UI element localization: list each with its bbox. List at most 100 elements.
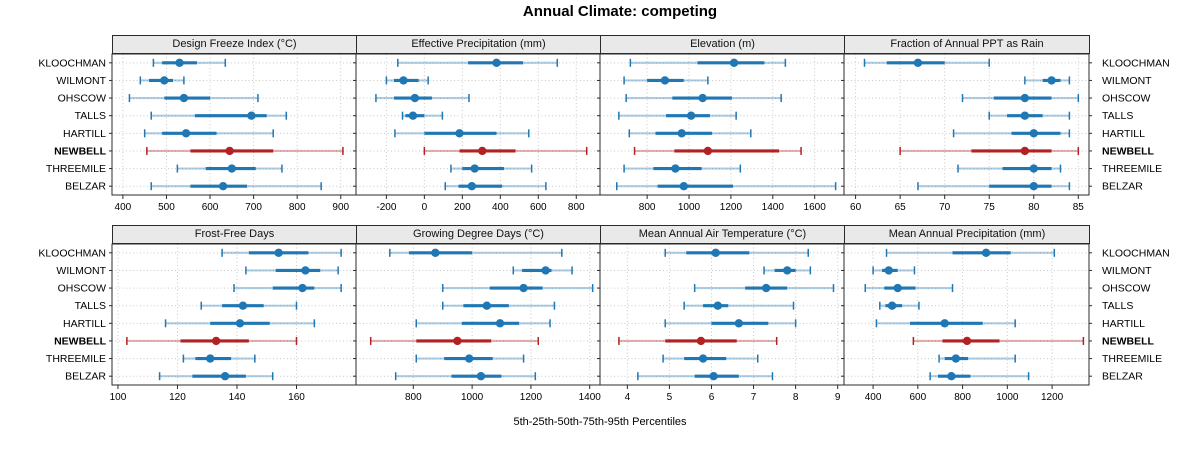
median-dot — [1029, 129, 1038, 138]
median-dot — [301, 266, 310, 275]
median-dot — [981, 248, 991, 258]
axis-tick-label: 900 — [332, 202, 349, 213]
axis-tick-label: 85 — [1073, 202, 1085, 213]
median-dot — [399, 76, 408, 85]
site-label-right: TALLS — [1102, 300, 1133, 312]
axis-tick-label: 1200 — [520, 392, 543, 403]
median-dot — [238, 301, 248, 310]
site-label-left: HARTILL — [63, 128, 106, 140]
site-label-left: NEWBELL — [54, 145, 106, 157]
median-dot — [1029, 164, 1038, 173]
median-dot — [181, 129, 191, 138]
median-dot — [677, 129, 686, 138]
median-dot — [696, 336, 706, 346]
site-label-right: KLOOCHMAN — [1102, 57, 1170, 69]
median-dot — [431, 248, 440, 258]
median-dot — [410, 93, 420, 103]
median-dot — [679, 181, 688, 191]
axis-tick-label: 800 — [405, 392, 422, 403]
median-dot — [1020, 93, 1030, 103]
axis-tick-label: -200 — [376, 202, 396, 213]
axis-tick-label: 400 — [865, 392, 882, 403]
median-dot — [298, 283, 307, 293]
site-label-right: KLOOCHMAN — [1102, 247, 1170, 259]
panel-border — [843, 243, 1090, 386]
axis-tick-label: 1000 — [996, 392, 1019, 403]
median-dot — [227, 164, 237, 173]
median-dot — [408, 111, 418, 120]
axis-tick-label: 6 — [709, 392, 715, 403]
axis-tick-label: 800 — [954, 392, 971, 403]
median-dot — [893, 283, 902, 293]
median-dot — [247, 111, 256, 120]
median-dot — [179, 93, 189, 103]
median-dot — [940, 319, 949, 328]
axis-tick-label: 700 — [245, 202, 262, 213]
site-label-left: THREEMILE — [46, 163, 106, 175]
site-label-right: WILMONT — [1102, 265, 1152, 277]
median-dot — [455, 129, 464, 138]
site-label-left: KLOOCHMAN — [38, 57, 106, 69]
median-dot — [235, 319, 245, 328]
median-dot — [1029, 181, 1038, 191]
median-dot — [476, 371, 486, 381]
site-label-right: BELZAR — [1102, 181, 1143, 193]
median-dot — [274, 248, 283, 258]
axis-tick-label: 500 — [158, 202, 175, 213]
median-dot — [709, 371, 718, 381]
panel-header-growing-degree-days: Growing Degree Days (°C) — [356, 225, 601, 244]
site-label-left: BELZAR — [65, 181, 106, 193]
site-label-left: HARTILL — [63, 318, 106, 330]
median-dot — [713, 301, 722, 310]
axis-tick-label: 80 — [1028, 202, 1040, 213]
median-dot — [211, 336, 221, 346]
median-dot — [467, 181, 477, 191]
median-dot — [220, 371, 230, 381]
axis-tick-label: 1200 — [720, 202, 743, 213]
panel-header-mean-annual-precipitation: Mean Annual Precipitation (mm) — [844, 225, 1090, 244]
axis-tick-label: 120 — [169, 392, 186, 403]
median-dot — [478, 146, 487, 156]
median-dot — [884, 266, 893, 275]
site-label-right: THREEMILE — [1102, 353, 1162, 365]
axis-tick-label: 1400 — [579, 392, 602, 403]
axis-tick-label: 600 — [202, 202, 219, 213]
axis-tick-label: 400 — [115, 202, 132, 213]
median-dot — [783, 266, 792, 275]
median-dot — [541, 266, 550, 275]
axis-tick-label: 60 — [850, 202, 862, 213]
percentile-caption: 5th-25th-50th-75th-95th Percentiles — [513, 416, 687, 428]
median-dot — [1020, 111, 1030, 120]
axis-tick-label: 1200 — [1041, 392, 1064, 403]
site-label-right: BELZAR — [1102, 371, 1143, 383]
axis-tick-label: 140 — [229, 392, 246, 403]
site-label-right: NEWBELL — [1102, 145, 1154, 157]
site-label-left: WILMONT — [56, 265, 106, 277]
median-dot — [962, 336, 972, 346]
median-dot — [160, 76, 169, 85]
axis-tick-label: 1000 — [461, 392, 484, 403]
median-dot — [913, 58, 923, 68]
median-dot — [218, 181, 228, 191]
median-dot — [205, 354, 215, 363]
median-dot — [698, 93, 707, 103]
median-dot — [175, 58, 184, 68]
site-label-right: NEWBELL — [1102, 335, 1154, 347]
median-dot — [947, 371, 956, 381]
axis-tick-label: 800 — [568, 202, 585, 213]
median-dot — [492, 58, 501, 68]
axis-tick-label: 1600 — [804, 202, 827, 213]
median-dot — [482, 301, 492, 310]
median-dot — [660, 76, 670, 85]
axis-tick-label: 400 — [492, 202, 509, 213]
axis-tick-label: 4 — [625, 392, 631, 403]
median-dot — [951, 354, 961, 363]
site-label-left: OHSCOW — [58, 93, 107, 105]
axis-tick-label: 800 — [639, 202, 656, 213]
median-dot — [225, 146, 234, 156]
axis-tick-label: 7 — [751, 392, 757, 403]
site-label-right: OHSCOW — [1102, 283, 1151, 295]
site-label-right: HARTILL — [1102, 318, 1145, 330]
axis-tick-label: 1000 — [678, 202, 701, 213]
